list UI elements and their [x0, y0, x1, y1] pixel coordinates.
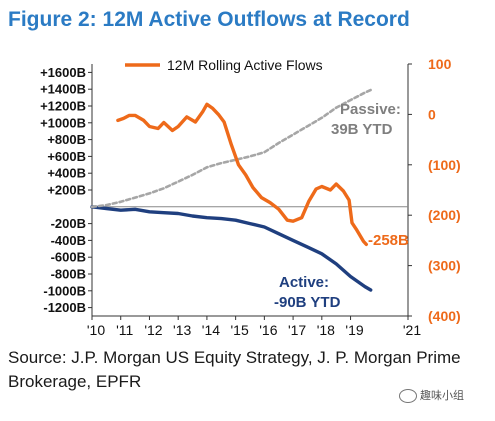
- left-tick-label: +400B: [47, 166, 86, 181]
- chart-title: Figure 2: 12M Active Outflows at Record: [8, 8, 410, 31]
- source-note: Source: J.P. Morgan US Equity Strategy, …: [8, 348, 461, 391]
- x-tick-label: '10: [87, 322, 105, 338]
- left-tick-label: -600B: [51, 250, 86, 265]
- right-tick-label: (100): [428, 157, 461, 173]
- chart: +1600B +1400B +1200B+1000B +800B +600B +400B +…: [40, 56, 461, 338]
- left-tick-label: +1200B: [40, 99, 86, 114]
- right-tick-label: 0: [428, 106, 436, 122]
- x-tick-label: '19: [345, 322, 363, 338]
- active-label: Active:: [279, 274, 329, 291]
- left-tick-label: +200B: [47, 183, 86, 198]
- left-tick-label: -1000B: [43, 283, 86, 298]
- left-tick-label: +800B: [47, 132, 86, 147]
- x-tick-label: '15: [231, 322, 249, 338]
- left-tick-label: +1600B: [40, 65, 86, 80]
- x-tick-label: '14: [202, 322, 220, 338]
- left-tick-label: -800B: [51, 267, 86, 282]
- passive-label: Passive:: [340, 101, 401, 118]
- right-tick-label: (300): [428, 258, 461, 274]
- legend-label: 12M Rolling Active Flows: [167, 57, 323, 73]
- x-tick-label: '11: [116, 322, 133, 338]
- right-tick-label: (200): [428, 207, 461, 223]
- x-tick-label: '18: [317, 322, 335, 338]
- watermark: 趣味小组: [399, 387, 464, 404]
- watermark-text: 趣味小组: [420, 390, 464, 402]
- left-tick-label: +1400B: [40, 82, 86, 97]
- x-tick-label: '13: [173, 322, 191, 338]
- left-tick-label: +600B: [47, 149, 86, 164]
- x-tick-label: '12: [144, 322, 162, 338]
- x-tick-label: '17: [288, 322, 306, 338]
- left-tick-label: +1000B: [40, 115, 86, 130]
- active-ytd-label: -90B YTD: [274, 294, 341, 311]
- left-tick-label: -400B: [51, 233, 86, 248]
- left-tick-label: -200B: [51, 216, 86, 231]
- right-tick-label: (400): [428, 308, 461, 324]
- wechat-icon: [399, 389, 417, 404]
- right-tick-label: 100: [428, 56, 452, 72]
- x-tick-label: '16: [259, 322, 277, 338]
- rolling-end-label: -258B: [368, 232, 409, 249]
- series-line-active: [90, 205, 373, 292]
- passive-ytd-label: 39B YTD: [331, 121, 393, 138]
- left-tick-label: -1200B: [43, 300, 86, 315]
- series-line-12m-rolling-active-flows: [116, 102, 368, 247]
- x-tick-label: '21: [403, 322, 421, 338]
